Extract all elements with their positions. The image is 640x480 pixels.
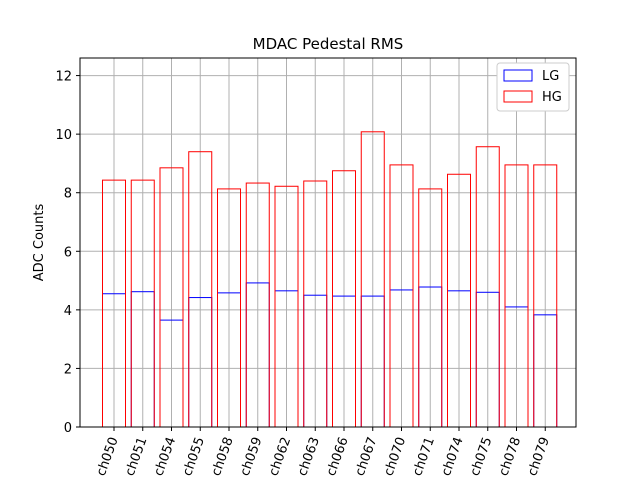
legend: LG HG [496, 62, 570, 112]
legend-swatch-hg [503, 90, 533, 103]
chart-title: MDAC Pedestal RMS [253, 35, 404, 53]
y-tick-label: 6 [64, 245, 72, 260]
plot-frame [79, 57, 577, 428]
legend-frame [496, 62, 570, 112]
y-tick-label: 2 [64, 362, 72, 377]
grid [80, 58, 576, 428]
legend-label-lg: LG [542, 69, 559, 84]
y-tick-label: 4 [64, 304, 72, 319]
legend-swatch-lg [503, 69, 533, 82]
y-tick-label: 0 [64, 421, 72, 436]
y-axis: 0 2 4 6 8 10 12 [55, 70, 80, 436]
y-tick-label: 12 [55, 70, 72, 85]
y-tick-label: 8 [64, 187, 72, 202]
y-axis-label: ADC Counts [32, 204, 47, 282]
legend-label-hg: HG [542, 90, 562, 105]
y-tick-label: 10 [55, 128, 72, 143]
